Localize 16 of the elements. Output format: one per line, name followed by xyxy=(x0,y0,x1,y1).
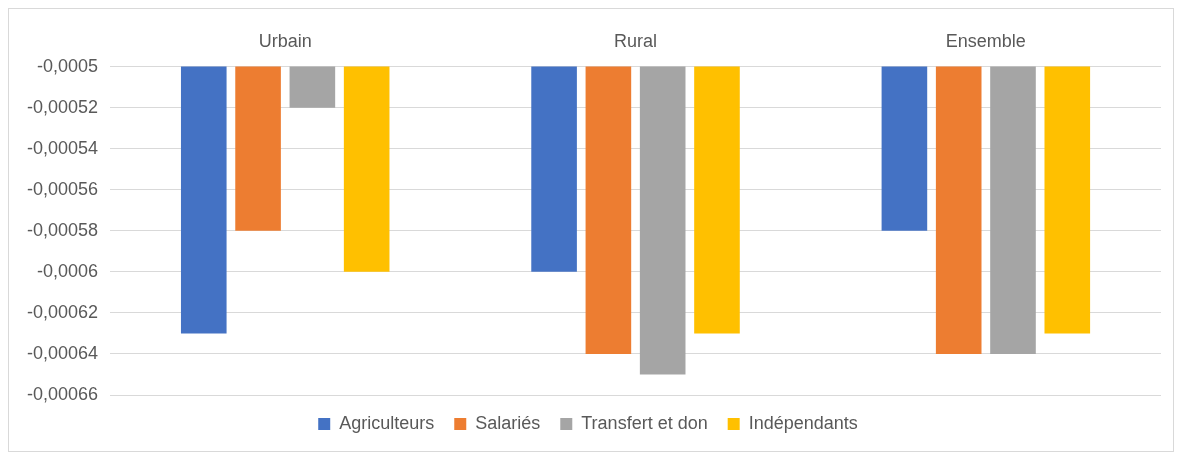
y-tick-label: -0,00054 xyxy=(27,137,99,158)
legend-label: Indépendants xyxy=(748,412,858,433)
y-tick-label: -0,00058 xyxy=(27,219,99,240)
y-tick-label: -0,00062 xyxy=(27,301,99,322)
y-tick-label: -0,00056 xyxy=(27,178,99,199)
y-tick-label: -0,00066 xyxy=(27,383,99,404)
y-tick-label: -0,0005 xyxy=(37,55,99,76)
x-tick-label: Urbain xyxy=(258,30,312,51)
y-tick-label: -0,0006 xyxy=(37,260,99,281)
y-tick-label: -0,00052 xyxy=(27,96,99,117)
y-tick-label: -0,00064 xyxy=(27,342,99,363)
legend-label: Salariés xyxy=(475,412,541,433)
x-tick-label: Rural xyxy=(614,30,658,51)
x-tick-label: Ensemble xyxy=(945,30,1026,51)
legend-label: Transfert et don xyxy=(581,412,708,433)
legend-label: Agriculteurs xyxy=(339,412,435,433)
